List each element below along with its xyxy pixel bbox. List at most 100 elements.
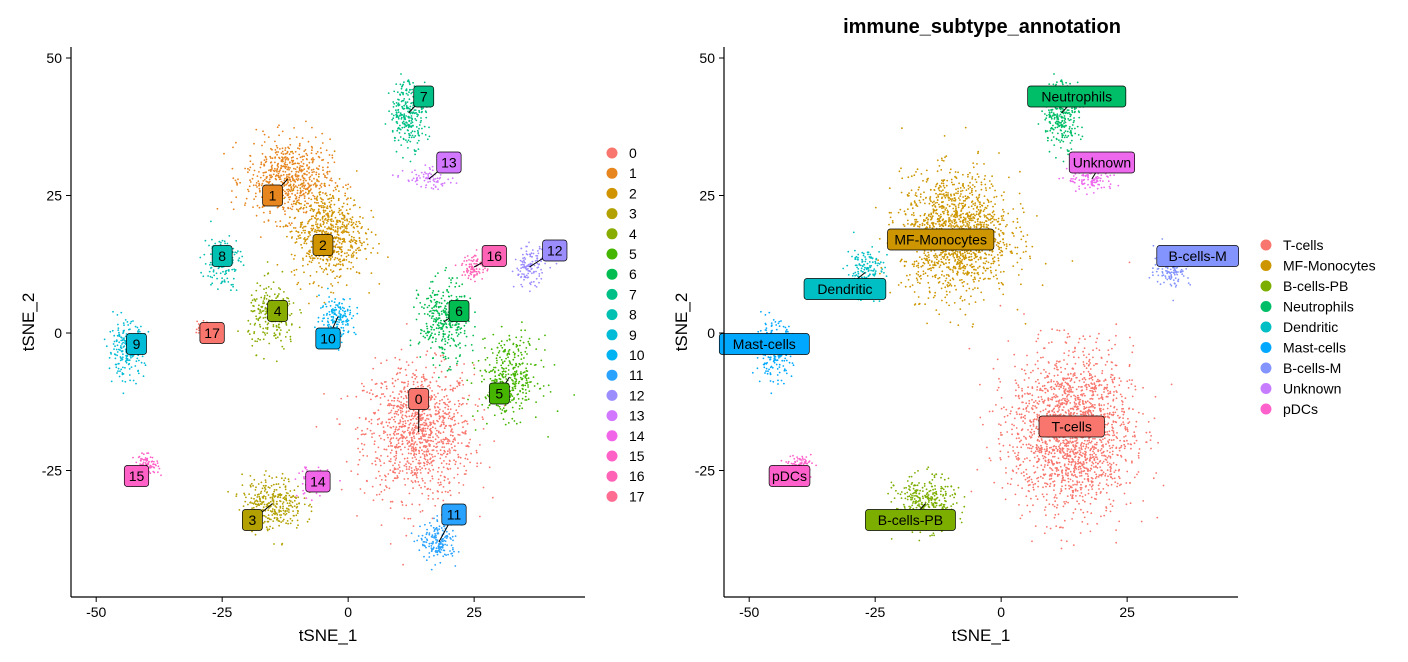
data-point (291, 506, 294, 508)
data-point (336, 275, 338, 278)
data-point (394, 420, 397, 423)
data-point (291, 189, 294, 192)
data-point (415, 369, 418, 372)
data-point (390, 409, 393, 412)
data-point (535, 286, 538, 288)
data-point (419, 428, 422, 431)
data-point (272, 324, 275, 326)
data-point (457, 422, 460, 425)
data-point (333, 161, 336, 164)
data-point (302, 162, 305, 165)
data-point (452, 539, 454, 542)
data-point (387, 473, 390, 475)
data-point (346, 322, 349, 325)
data-point (401, 417, 404, 420)
data-point (333, 245, 335, 248)
data-point (380, 362, 382, 365)
data-point (295, 170, 298, 173)
data-point (506, 339, 508, 342)
data-point (305, 120, 307, 123)
data-point (282, 501, 285, 503)
data-point (251, 177, 254, 180)
data-point (313, 195, 316, 198)
data-point (129, 355, 132, 357)
data-point (401, 381, 403, 384)
data-point (323, 269, 326, 271)
data-point (421, 477, 424, 480)
data-point (422, 445, 425, 448)
data-point (396, 405, 398, 408)
data-point (302, 184, 304, 187)
data-point (422, 427, 425, 430)
data-point (530, 268, 533, 271)
data-point (520, 247, 523, 250)
data-point (408, 445, 410, 448)
data-point (333, 150, 336, 153)
data-point (302, 158, 304, 161)
data-point (399, 409, 402, 412)
data-point (353, 236, 355, 239)
data-point (323, 222, 325, 224)
data-point (430, 347, 432, 349)
data-point (500, 359, 503, 361)
data-point (392, 117, 395, 120)
data-point (547, 436, 549, 438)
data-point (383, 462, 386, 464)
data-point (299, 309, 301, 311)
data-point (439, 481, 442, 484)
data-point (421, 110, 423, 113)
data-point (293, 186, 296, 189)
data-point (415, 467, 418, 470)
data-point (282, 170, 284, 173)
data-point (322, 209, 325, 212)
data-point (328, 311, 331, 313)
data-point (351, 216, 354, 219)
data-point (341, 250, 344, 253)
data-point (250, 497, 253, 499)
data-point (538, 281, 540, 284)
data-point (374, 460, 377, 463)
data-point (415, 179, 418, 182)
data-point (470, 344, 473, 346)
data-point (415, 427, 417, 429)
data-point (132, 354, 135, 357)
data-point (303, 271, 305, 274)
data-point (266, 332, 269, 334)
data-point (152, 463, 155, 466)
data-point (309, 218, 311, 221)
data-point (264, 320, 267, 323)
data-point (132, 320, 134, 322)
data-point (329, 138, 331, 141)
data-point (296, 157, 298, 160)
data-point (399, 114, 402, 116)
data-point (358, 237, 361, 240)
data-point (275, 297, 277, 299)
data-point (434, 318, 437, 321)
data-point (290, 159, 293, 162)
data-point (381, 498, 384, 501)
data-point (323, 324, 325, 326)
data-point (353, 239, 355, 241)
data-point (291, 150, 293, 153)
data-point (267, 520, 270, 523)
data-point (302, 229, 305, 232)
data-point (460, 403, 463, 406)
data-point (457, 433, 460, 436)
data-point (323, 211, 325, 214)
data-point (401, 504, 404, 506)
data-point (284, 156, 287, 158)
data-point (428, 126, 430, 129)
data-point (117, 370, 119, 372)
data-point (338, 319, 341, 321)
data-point (341, 334, 343, 336)
data-point (443, 389, 446, 391)
data-point (431, 453, 433, 456)
data-point (367, 228, 370, 231)
data-point (501, 370, 504, 373)
data-point (302, 259, 304, 261)
data-point (326, 324, 329, 327)
data-point (346, 395, 349, 398)
data-point (299, 165, 302, 167)
data-point (427, 494, 430, 497)
data-point (323, 301, 326, 304)
